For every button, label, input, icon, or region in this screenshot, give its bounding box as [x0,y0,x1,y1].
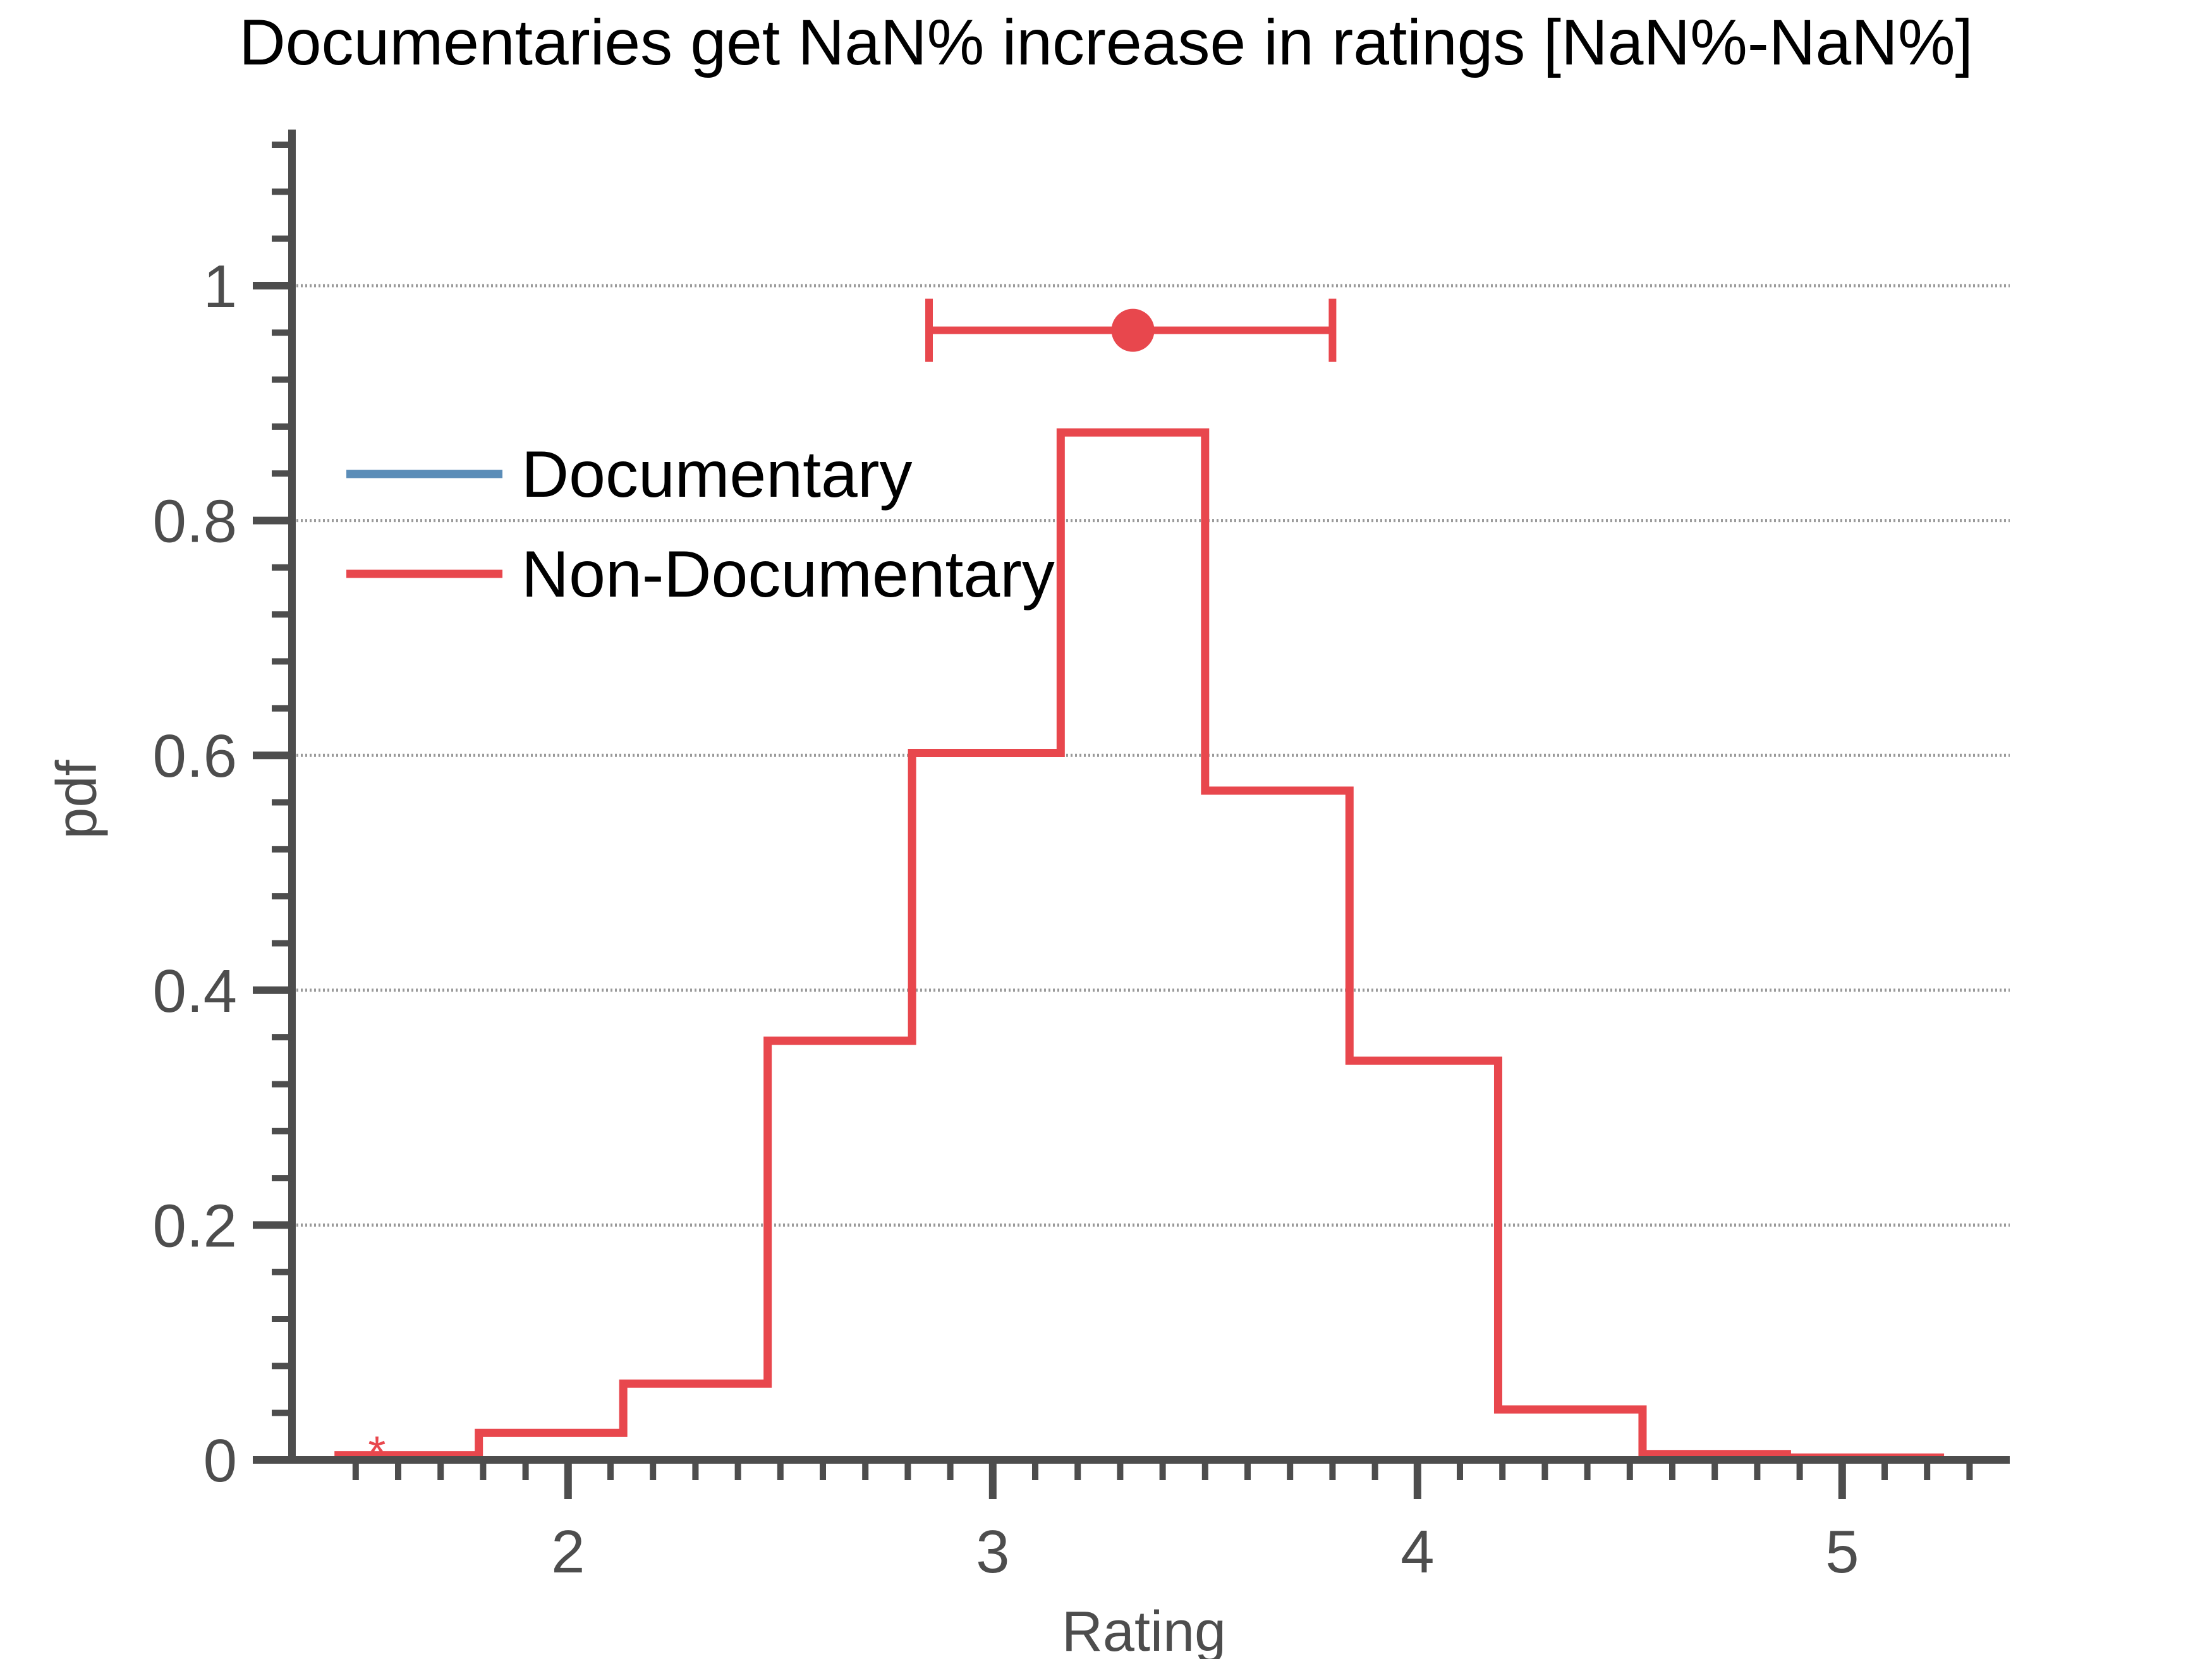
y-tick-label: 1 [204,253,237,320]
y-tick-label: 0.4 [153,957,237,1025]
y-axis-label: pdf [46,759,109,839]
legend-label: Documentary [521,438,912,511]
annotations: * [368,1428,386,1478]
series-line [334,428,1945,1462]
y-tick-label: 0.2 [153,1192,237,1260]
x-tick-label: 5 [1825,1518,1859,1586]
y-tick-label: 0.6 [153,722,237,790]
x-tick-label: 2 [551,1518,585,1586]
legend: Documentary Non-Documentary [346,438,1055,611]
x-axis-label: Rating [1062,1600,1226,1659]
y-tick-label: 0.8 [153,488,237,556]
grid [292,284,2010,1227]
x-tick-label: 3 [976,1518,1009,1586]
series-layer [334,298,1945,1462]
annotation-marker: * [368,1428,386,1478]
y-tick-label: 0 [204,1427,237,1495]
x-tick-label: 4 [1401,1518,1434,1586]
axes: 0 0.2 0.4 0.6 0.8 1 2 3 4 5 [153,130,2010,1586]
chart-title: Documentaries get NaN% increase in ratin… [239,6,1973,78]
error-bar-point [1111,308,1155,352]
legend-label: Non-Documentary [521,538,1055,611]
